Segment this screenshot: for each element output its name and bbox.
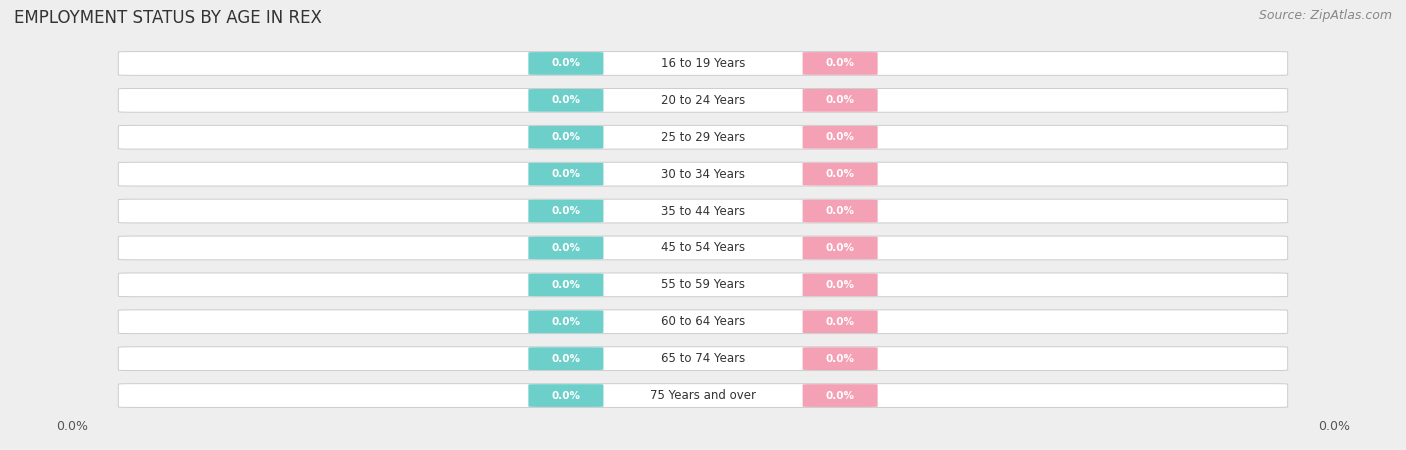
FancyBboxPatch shape	[529, 274, 603, 296]
FancyBboxPatch shape	[118, 273, 1288, 297]
FancyBboxPatch shape	[118, 199, 1288, 223]
Text: 0.0%: 0.0%	[825, 391, 855, 401]
FancyBboxPatch shape	[529, 237, 603, 259]
Text: 0.0%: 0.0%	[551, 354, 581, 364]
FancyBboxPatch shape	[803, 384, 877, 407]
Text: 0.0%: 0.0%	[1317, 419, 1350, 432]
Text: 25 to 29 Years: 25 to 29 Years	[661, 131, 745, 144]
Text: 0.0%: 0.0%	[56, 419, 89, 432]
Text: 45 to 54 Years: 45 to 54 Years	[661, 242, 745, 254]
Text: 0.0%: 0.0%	[825, 206, 855, 216]
FancyBboxPatch shape	[118, 162, 1288, 186]
Text: 0.0%: 0.0%	[825, 243, 855, 253]
FancyBboxPatch shape	[118, 126, 1288, 149]
FancyBboxPatch shape	[118, 384, 1288, 407]
FancyBboxPatch shape	[803, 126, 877, 148]
FancyBboxPatch shape	[529, 52, 603, 75]
FancyBboxPatch shape	[529, 384, 603, 407]
FancyBboxPatch shape	[529, 126, 603, 148]
FancyBboxPatch shape	[803, 52, 877, 75]
Text: 0.0%: 0.0%	[551, 391, 581, 401]
FancyBboxPatch shape	[118, 347, 1288, 370]
Text: 0.0%: 0.0%	[551, 95, 581, 105]
Text: 0.0%: 0.0%	[825, 354, 855, 364]
FancyBboxPatch shape	[529, 163, 603, 185]
FancyBboxPatch shape	[803, 237, 877, 259]
Text: 0.0%: 0.0%	[825, 280, 855, 290]
Text: 30 to 34 Years: 30 to 34 Years	[661, 168, 745, 180]
Text: 16 to 19 Years: 16 to 19 Years	[661, 57, 745, 70]
FancyBboxPatch shape	[803, 200, 877, 222]
Text: 0.0%: 0.0%	[551, 132, 581, 142]
Text: 0.0%: 0.0%	[825, 169, 855, 179]
Text: 0.0%: 0.0%	[551, 58, 581, 68]
Text: Source: ZipAtlas.com: Source: ZipAtlas.com	[1258, 9, 1392, 22]
Text: 0.0%: 0.0%	[825, 58, 855, 68]
Text: 0.0%: 0.0%	[551, 206, 581, 216]
FancyBboxPatch shape	[803, 347, 877, 370]
FancyBboxPatch shape	[803, 274, 877, 296]
FancyBboxPatch shape	[803, 89, 877, 112]
Text: 20 to 24 Years: 20 to 24 Years	[661, 94, 745, 107]
Text: EMPLOYMENT STATUS BY AGE IN REX: EMPLOYMENT STATUS BY AGE IN REX	[14, 9, 322, 27]
FancyBboxPatch shape	[529, 310, 603, 333]
FancyBboxPatch shape	[118, 52, 1288, 75]
FancyBboxPatch shape	[529, 200, 603, 222]
FancyBboxPatch shape	[803, 310, 877, 333]
FancyBboxPatch shape	[118, 236, 1288, 260]
Text: 0.0%: 0.0%	[551, 317, 581, 327]
FancyBboxPatch shape	[529, 347, 603, 370]
Text: 55 to 59 Years: 55 to 59 Years	[661, 279, 745, 291]
Text: 0.0%: 0.0%	[825, 132, 855, 142]
Text: 0.0%: 0.0%	[551, 243, 581, 253]
Text: 0.0%: 0.0%	[551, 280, 581, 290]
Text: 60 to 64 Years: 60 to 64 Years	[661, 315, 745, 328]
FancyBboxPatch shape	[529, 89, 603, 112]
FancyBboxPatch shape	[803, 163, 877, 185]
Text: 35 to 44 Years: 35 to 44 Years	[661, 205, 745, 217]
Text: 65 to 74 Years: 65 to 74 Years	[661, 352, 745, 365]
FancyBboxPatch shape	[118, 89, 1288, 112]
Text: 0.0%: 0.0%	[825, 95, 855, 105]
FancyBboxPatch shape	[118, 310, 1288, 333]
Text: 75 Years and over: 75 Years and over	[650, 389, 756, 402]
Text: 0.0%: 0.0%	[551, 169, 581, 179]
Text: 0.0%: 0.0%	[825, 317, 855, 327]
